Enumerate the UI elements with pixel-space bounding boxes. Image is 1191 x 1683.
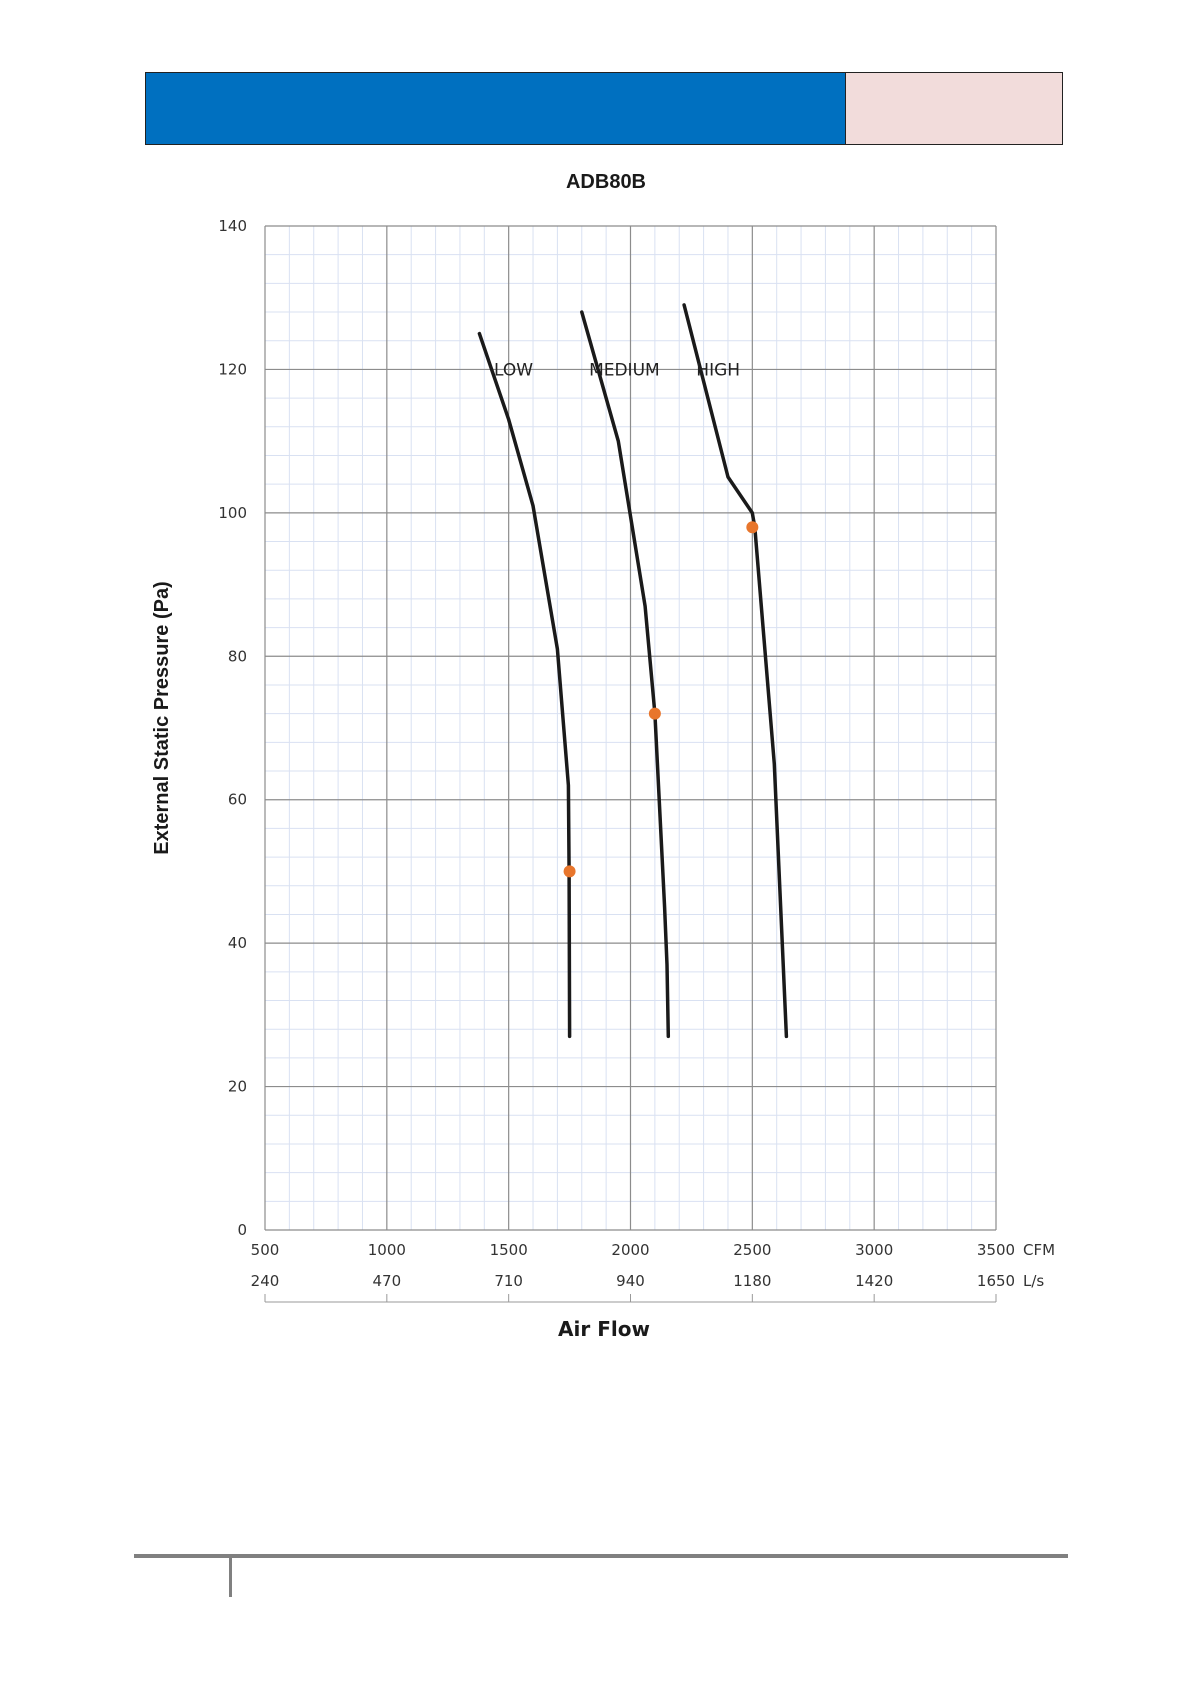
x-tick-label: 1000 — [368, 1241, 406, 1259]
footer-divider — [229, 1557, 232, 1597]
y-tick-label: 40 — [228, 934, 247, 952]
x-tick-label: 500 — [251, 1241, 280, 1259]
x-axis-label: Air Flow — [558, 1317, 650, 1341]
x-tick-label-ls: 940 — [616, 1272, 645, 1290]
tick-labels: 0 20 40 60 80 100 120 140 500 1000 1500 2000 2500 300… — [218, 217, 1015, 1303]
fan-curves: LOW MEDIUM HIGH — [477, 303, 789, 1039]
x-tick-label: 3000 — [855, 1241, 893, 1259]
page-header-banner — [145, 72, 1063, 145]
x-tick-label-ls: 240 — [251, 1272, 280, 1290]
y-tick-label: 140 — [218, 217, 247, 235]
x-tick-label-ls: 470 — [373, 1272, 402, 1290]
y-axis-label: External Static Pressure (Pa) — [151, 581, 173, 854]
series-label-medium: MEDIUM — [589, 360, 660, 380]
chart-title: ADB80B — [566, 171, 646, 193]
operating-point-high — [746, 521, 759, 534]
grid-major — [264, 225, 997, 1231]
header-pink-panel — [846, 73, 1062, 144]
x-unit-cfm: CFM — [1023, 1241, 1055, 1259]
y-tick-label: 0 — [237, 1221, 247, 1239]
x-tick-label-ls: 710 — [494, 1272, 523, 1290]
x-tick-label: 1500 — [490, 1241, 528, 1259]
x-tick-label-ls: 1420 — [855, 1272, 893, 1290]
operating-point-low — [563, 865, 576, 878]
x-unit-ls: L/s — [1023, 1272, 1044, 1290]
y-tick-label: 100 — [218, 504, 247, 522]
curve-high — [682, 303, 789, 1039]
operating-point-medium — [648, 707, 661, 720]
y-tick-label: 20 — [228, 1078, 247, 1096]
x-tick-label: 2500 — [733, 1241, 771, 1259]
x-tick-label-ls: 1180 — [733, 1272, 771, 1290]
y-tick-label: 120 — [218, 360, 247, 378]
series-label-high: HIGH — [696, 360, 740, 380]
footer-rule — [134, 1554, 1068, 1558]
header-blue-panel — [146, 73, 846, 144]
y-tick-label: 80 — [228, 647, 247, 665]
x-tick-label: 2000 — [611, 1241, 649, 1259]
x-tick-label: 3500 — [977, 1241, 1015, 1259]
operating-points — [563, 521, 759, 878]
series-label-low: LOW — [494, 360, 533, 380]
x-tick-label-ls: 1650 — [977, 1272, 1015, 1290]
y-tick-label: 60 — [228, 791, 247, 809]
